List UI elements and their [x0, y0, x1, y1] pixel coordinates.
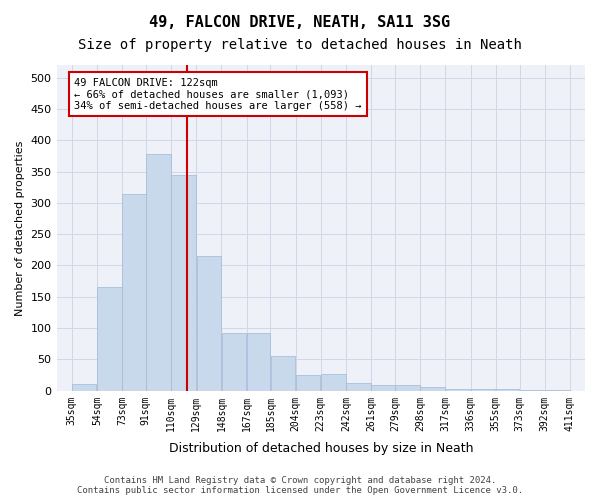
- Bar: [395, 384, 420, 391]
- Bar: [446, 389, 470, 391]
- Text: 49 FALCON DRIVE: 122sqm
← 66% of detached houses are smaller (1,093)
34% of semi: 49 FALCON DRIVE: 122sqm ← 66% of detache…: [74, 78, 362, 110]
- Bar: [520, 390, 544, 391]
- Y-axis label: Number of detached properties: Number of detached properties: [15, 140, 25, 316]
- X-axis label: Distribution of detached houses by size in Neath: Distribution of detached houses by size …: [169, 442, 473, 455]
- Bar: [122, 194, 146, 391]
- Bar: [97, 288, 122, 391]
- Bar: [321, 374, 346, 391]
- Bar: [496, 389, 519, 391]
- Bar: [346, 382, 371, 391]
- Text: 49, FALCON DRIVE, NEATH, SA11 3SG: 49, FALCON DRIVE, NEATH, SA11 3SG: [149, 15, 451, 30]
- Bar: [247, 332, 270, 391]
- Bar: [371, 384, 395, 391]
- Bar: [296, 375, 320, 391]
- Text: Contains HM Land Registry data © Crown copyright and database right 2024.
Contai: Contains HM Land Registry data © Crown c…: [77, 476, 523, 495]
- Bar: [197, 256, 221, 391]
- Text: Size of property relative to detached houses in Neath: Size of property relative to detached ho…: [78, 38, 522, 52]
- Bar: [72, 384, 97, 391]
- Bar: [421, 387, 445, 391]
- Bar: [172, 174, 196, 391]
- Bar: [545, 390, 569, 391]
- Bar: [471, 389, 496, 391]
- Bar: [222, 332, 246, 391]
- Bar: [146, 154, 171, 391]
- Bar: [271, 356, 295, 391]
